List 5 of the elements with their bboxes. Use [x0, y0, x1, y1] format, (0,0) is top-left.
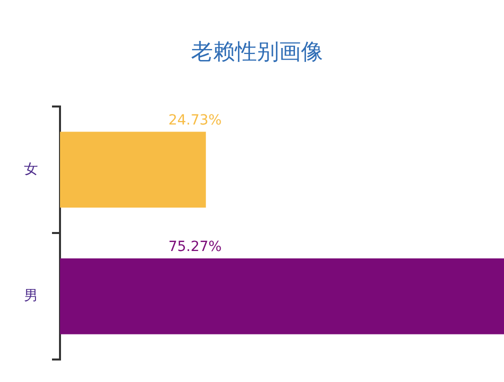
data-label: 24.73%	[168, 112, 222, 128]
chart-title: 老赖性别画像	[191, 40, 323, 65]
y-tick-label: 男	[24, 288, 38, 304]
y-tick-label: 女	[24, 161, 38, 178]
data-label: 75.27%	[168, 238, 222, 255]
